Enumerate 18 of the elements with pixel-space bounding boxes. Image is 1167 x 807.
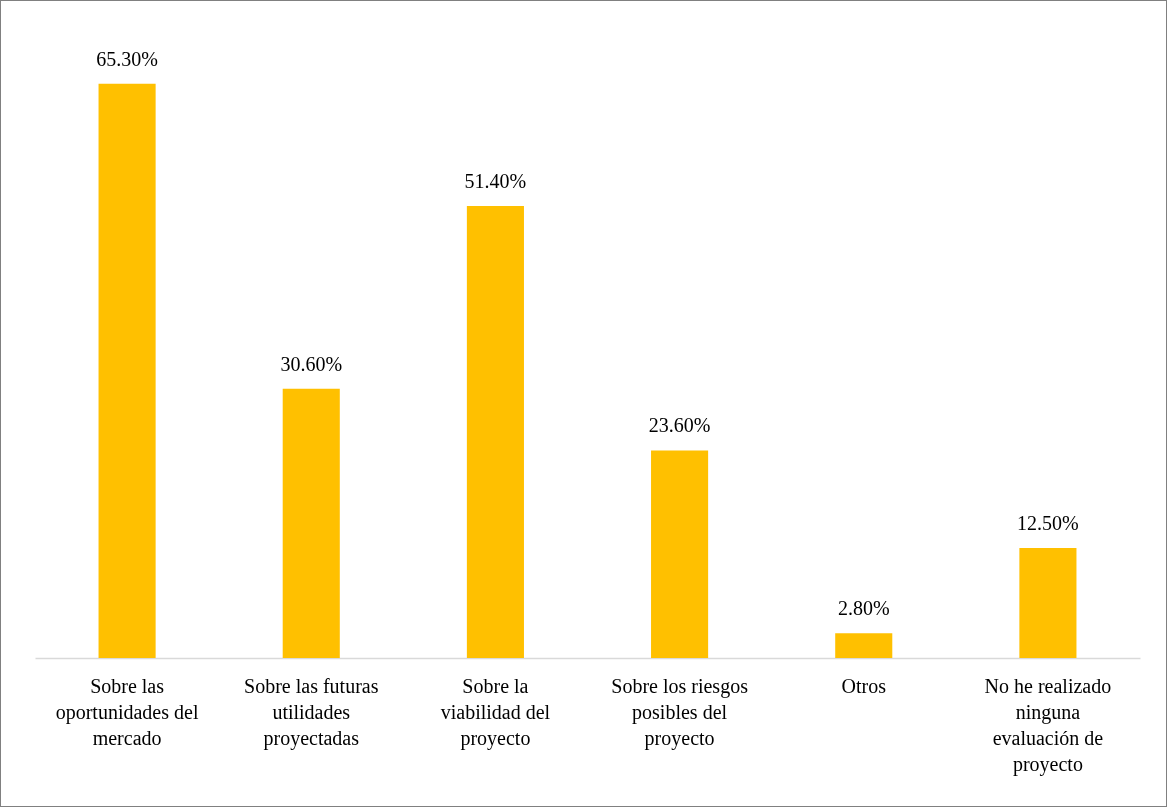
x-tick-label: Sobre los riesgos posibles del proyecto — [611, 675, 749, 750]
data-label: 12.50% — [1017, 512, 1079, 535]
data-label: 51.40% — [464, 169, 527, 192]
x-tick-label: Sobre las oportunidades del mercado — [55, 675, 199, 749]
x-tick-label: Sobre las futuras utilidades proyectadas — [244, 675, 379, 750]
bar — [98, 83, 156, 658]
x-tick-label: Sobre la viabilidad del proyecto — [440, 675, 551, 750]
data-label: 2.80% — [837, 597, 890, 620]
x-tick-label: No he realizado ninguna evaluación de proyecto — [984, 675, 1112, 776]
x-tick-label: Otros — [841, 675, 887, 697]
bar — [282, 388, 340, 658]
bar — [466, 205, 524, 658]
bar — [835, 633, 893, 658]
bar — [1019, 548, 1077, 658]
data-label: 30.60% — [280, 352, 343, 375]
data-label: 23.60% — [648, 414, 711, 437]
data-label: 65.30% — [96, 47, 158, 70]
bar — [651, 450, 709, 658]
